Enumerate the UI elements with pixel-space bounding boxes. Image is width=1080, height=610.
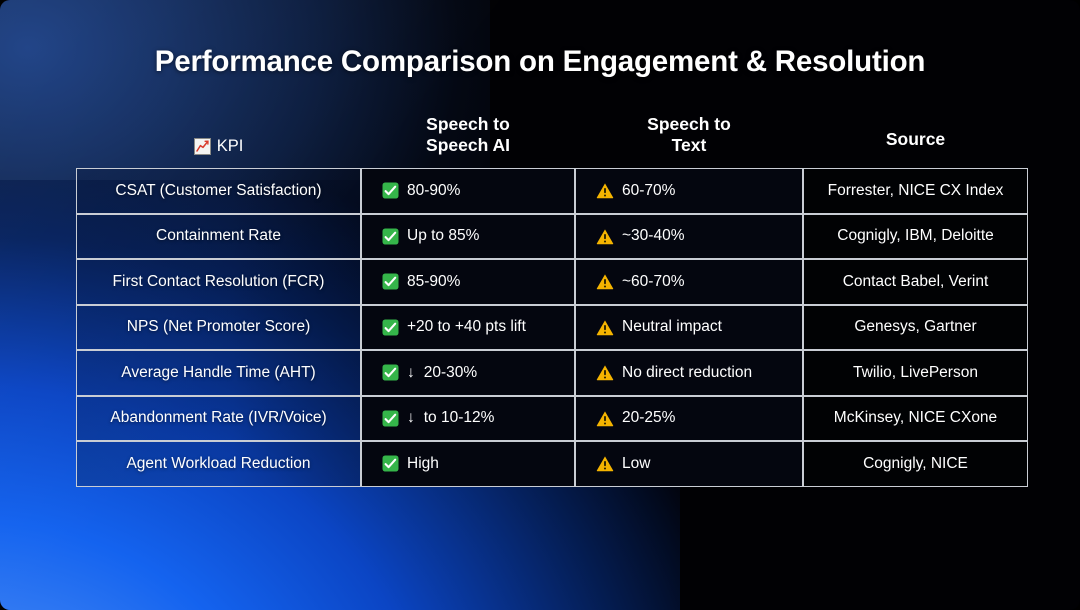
cell-source: Forrester, NICE CX Index: [803, 168, 1028, 214]
cell-speech-to-text: Low: [575, 441, 803, 487]
warning-icon: [596, 319, 614, 336]
table-row: Containment Rate Up to 85% ~30-40% Cognigly…: [76, 213, 1028, 259]
cell-source: Genesys, Gartner: [803, 304, 1028, 350]
warning-icon: [596, 182, 614, 199]
cell-source: McKinsey, NICE CXone: [803, 395, 1028, 441]
table-row: Average Handle Time (AHT) ↓ 20-30% No direc…: [76, 350, 1028, 396]
cell-source: Contact Babel, Verint: [803, 259, 1028, 305]
table-row: Agent Workload Reduction High Low Cognigly,…: [76, 441, 1028, 487]
cell-speech-to-speech-ai: 85-90%: [361, 259, 575, 305]
cell-kpi: First Contact Resolution (FCR): [76, 259, 361, 305]
cell-speech-to-speech-ai: +20 to +40 pts lift: [361, 304, 575, 350]
check-mark-icon: [382, 410, 399, 427]
cell-speech-to-text-text: Low: [622, 454, 651, 472]
table-body: CSAT (Customer Satisfaction) 80-90% 60-70%…: [76, 168, 1028, 487]
table-row: CSAT (Customer Satisfaction) 80-90% 60-70%…: [76, 168, 1028, 214]
cell-speech-to-speech-ai-text: Up to 85%: [407, 227, 480, 245]
warning-icon: [596, 455, 614, 472]
cell-speech-to-speech-ai: ↓ 20-30%: [361, 350, 575, 396]
down-arrow-icon: ↓: [407, 363, 415, 381]
cell-speech-to-text-text: ~30-40%: [622, 227, 685, 245]
cell-speech-to-speech-ai-text: 85-90%: [407, 272, 461, 290]
cell-speech-to-text: 60-70%: [575, 168, 803, 214]
cell-kpi: Abandonment Rate (IVR/Voice): [76, 395, 361, 441]
check-mark-icon: [382, 364, 399, 381]
check-mark-icon: [382, 182, 399, 199]
warning-icon: [596, 228, 614, 245]
cell-kpi: Containment Rate: [76, 213, 361, 259]
cell-speech-to-speech-ai-text: 80-90%: [407, 181, 461, 199]
chart-increasing-icon: [193, 137, 211, 155]
column-header-kpi: KPI: [76, 104, 361, 168]
column-header-speech-to-speech-ai: Speech to Speech AI: [361, 104, 575, 168]
down-arrow-icon: ↓: [407, 409, 415, 427]
cell-speech-to-text-text: ~60-70%: [622, 272, 685, 290]
column-header-s2s-line2: Speech AI: [426, 135, 510, 155]
cell-speech-to-speech-ai-text: High: [407, 454, 439, 472]
cell-speech-to-text: No direct reduction: [575, 350, 803, 396]
column-header-kpi-label: KPI: [216, 137, 244, 156]
cell-kpi: Agent Workload Reduction: [76, 441, 361, 487]
cell-speech-to-text-text: No direct reduction: [622, 363, 753, 381]
cell-speech-to-speech-ai: 80-90%: [361, 168, 575, 214]
table-row: First Contact Resolution (FCR) 85-90% ~60-…: [76, 259, 1028, 305]
cell-speech-to-text: ~60-70%: [575, 259, 803, 305]
cell-speech-to-text-text: Neutral impact: [622, 318, 722, 336]
check-mark-icon: [382, 319, 399, 336]
cell-kpi: CSAT (Customer Satisfaction): [76, 168, 361, 214]
column-header-source-label: Source: [885, 128, 946, 149]
cell-speech-to-speech-ai: Up to 85%: [361, 213, 575, 259]
cell-speech-to-text-text: 20-25%: [622, 409, 676, 427]
table-header-row: KPI Speech to Speech AI Speech to Text S…: [76, 104, 1028, 168]
cell-speech-to-speech-ai-text: to 10-12%: [423, 409, 495, 427]
cell-source: Twilio, LivePerson: [803, 350, 1028, 396]
table-row: Abandonment Rate (IVR/Voice) ↓ to 10-12% 20…: [76, 395, 1028, 441]
cell-speech-to-text: Neutral impact: [575, 304, 803, 350]
cell-speech-to-text-text: 60-70%: [622, 181, 676, 199]
cell-source: Cognigly, NICE: [803, 441, 1028, 487]
cell-speech-to-speech-ai: High: [361, 441, 575, 487]
warning-icon: [596, 410, 614, 427]
table-row: NPS (Net Promoter Score) +20 to +40 pts l…: [76, 304, 1028, 350]
check-mark-icon: [382, 455, 399, 472]
page-title: Performance Comparison on Engagement & R…: [154, 45, 926, 78]
cell-speech-to-text: ~30-40%: [575, 213, 803, 259]
cell-speech-to-speech-ai-text: 20-30%: [423, 363, 478, 381]
check-mark-icon: [382, 228, 399, 245]
column-header-source: Source: [803, 104, 1028, 168]
cell-kpi: Average Handle Time (AHT): [76, 350, 361, 396]
column-header-s2s-line1: Speech to: [426, 113, 510, 134]
warning-icon: [596, 273, 614, 290]
cell-speech-to-speech-ai-text: +20 to +40 pts lift: [407, 318, 526, 336]
cell-kpi: NPS (Net Promoter Score): [76, 304, 361, 350]
table-header: KPI Speech to Speech AI Speech to Text S…: [76, 104, 1028, 168]
column-header-speech-to-text: Speech to Text: [575, 104, 803, 168]
cell-source: Cognigly, IBM, Deloitte: [803, 213, 1028, 259]
comparison-table: KPI Speech to Speech AI Speech to Text S…: [76, 104, 1028, 487]
warning-icon: [596, 364, 614, 381]
column-header-s2t-line1: Speech to: [647, 113, 731, 134]
cell-speech-to-speech-ai: ↓ to 10-12%: [361, 395, 575, 441]
column-header-s2t-line2: Text: [671, 135, 707, 155]
check-mark-icon: [382, 273, 399, 290]
cell-speech-to-text: 20-25%: [575, 395, 803, 441]
